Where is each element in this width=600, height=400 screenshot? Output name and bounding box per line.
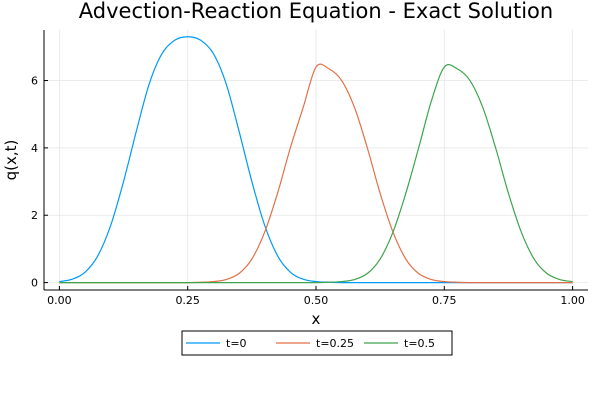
x-tick-label-4: 1.00 [560, 294, 585, 307]
y-tick-label-0: 0 [31, 277, 38, 290]
legend: t=0 t=0.25 t=0.5 [181, 330, 453, 356]
legend-label-2: t=0.5 [404, 337, 435, 350]
legend-box [181, 330, 453, 356]
ticks: 0.00 0.25 0.50 0.75 1.00 0 2 4 6 [31, 75, 585, 307]
y-tick-label-2: 4 [31, 142, 38, 155]
series-lines [59, 36, 573, 284]
y-tick-label-1: 2 [31, 209, 38, 222]
y-axis-label: q(x,t) [2, 140, 20, 181]
series-line-2 [59, 64, 573, 284]
legend-label-0: t=0 [226, 337, 247, 350]
chart-title: Advection-Reaction Equation - Exact Solu… [79, 0, 553, 23]
legend-label-1: t=0.25 [316, 337, 354, 350]
x-axis-label: x [312, 310, 321, 328]
x-tick-label-1: 0.25 [175, 294, 200, 307]
x-tick-label-2: 0.50 [304, 294, 329, 307]
x-tick-label-0: 0.00 [47, 294, 72, 307]
x-tick-label-3: 0.75 [432, 294, 457, 307]
y-tick-label-3: 6 [31, 75, 38, 88]
